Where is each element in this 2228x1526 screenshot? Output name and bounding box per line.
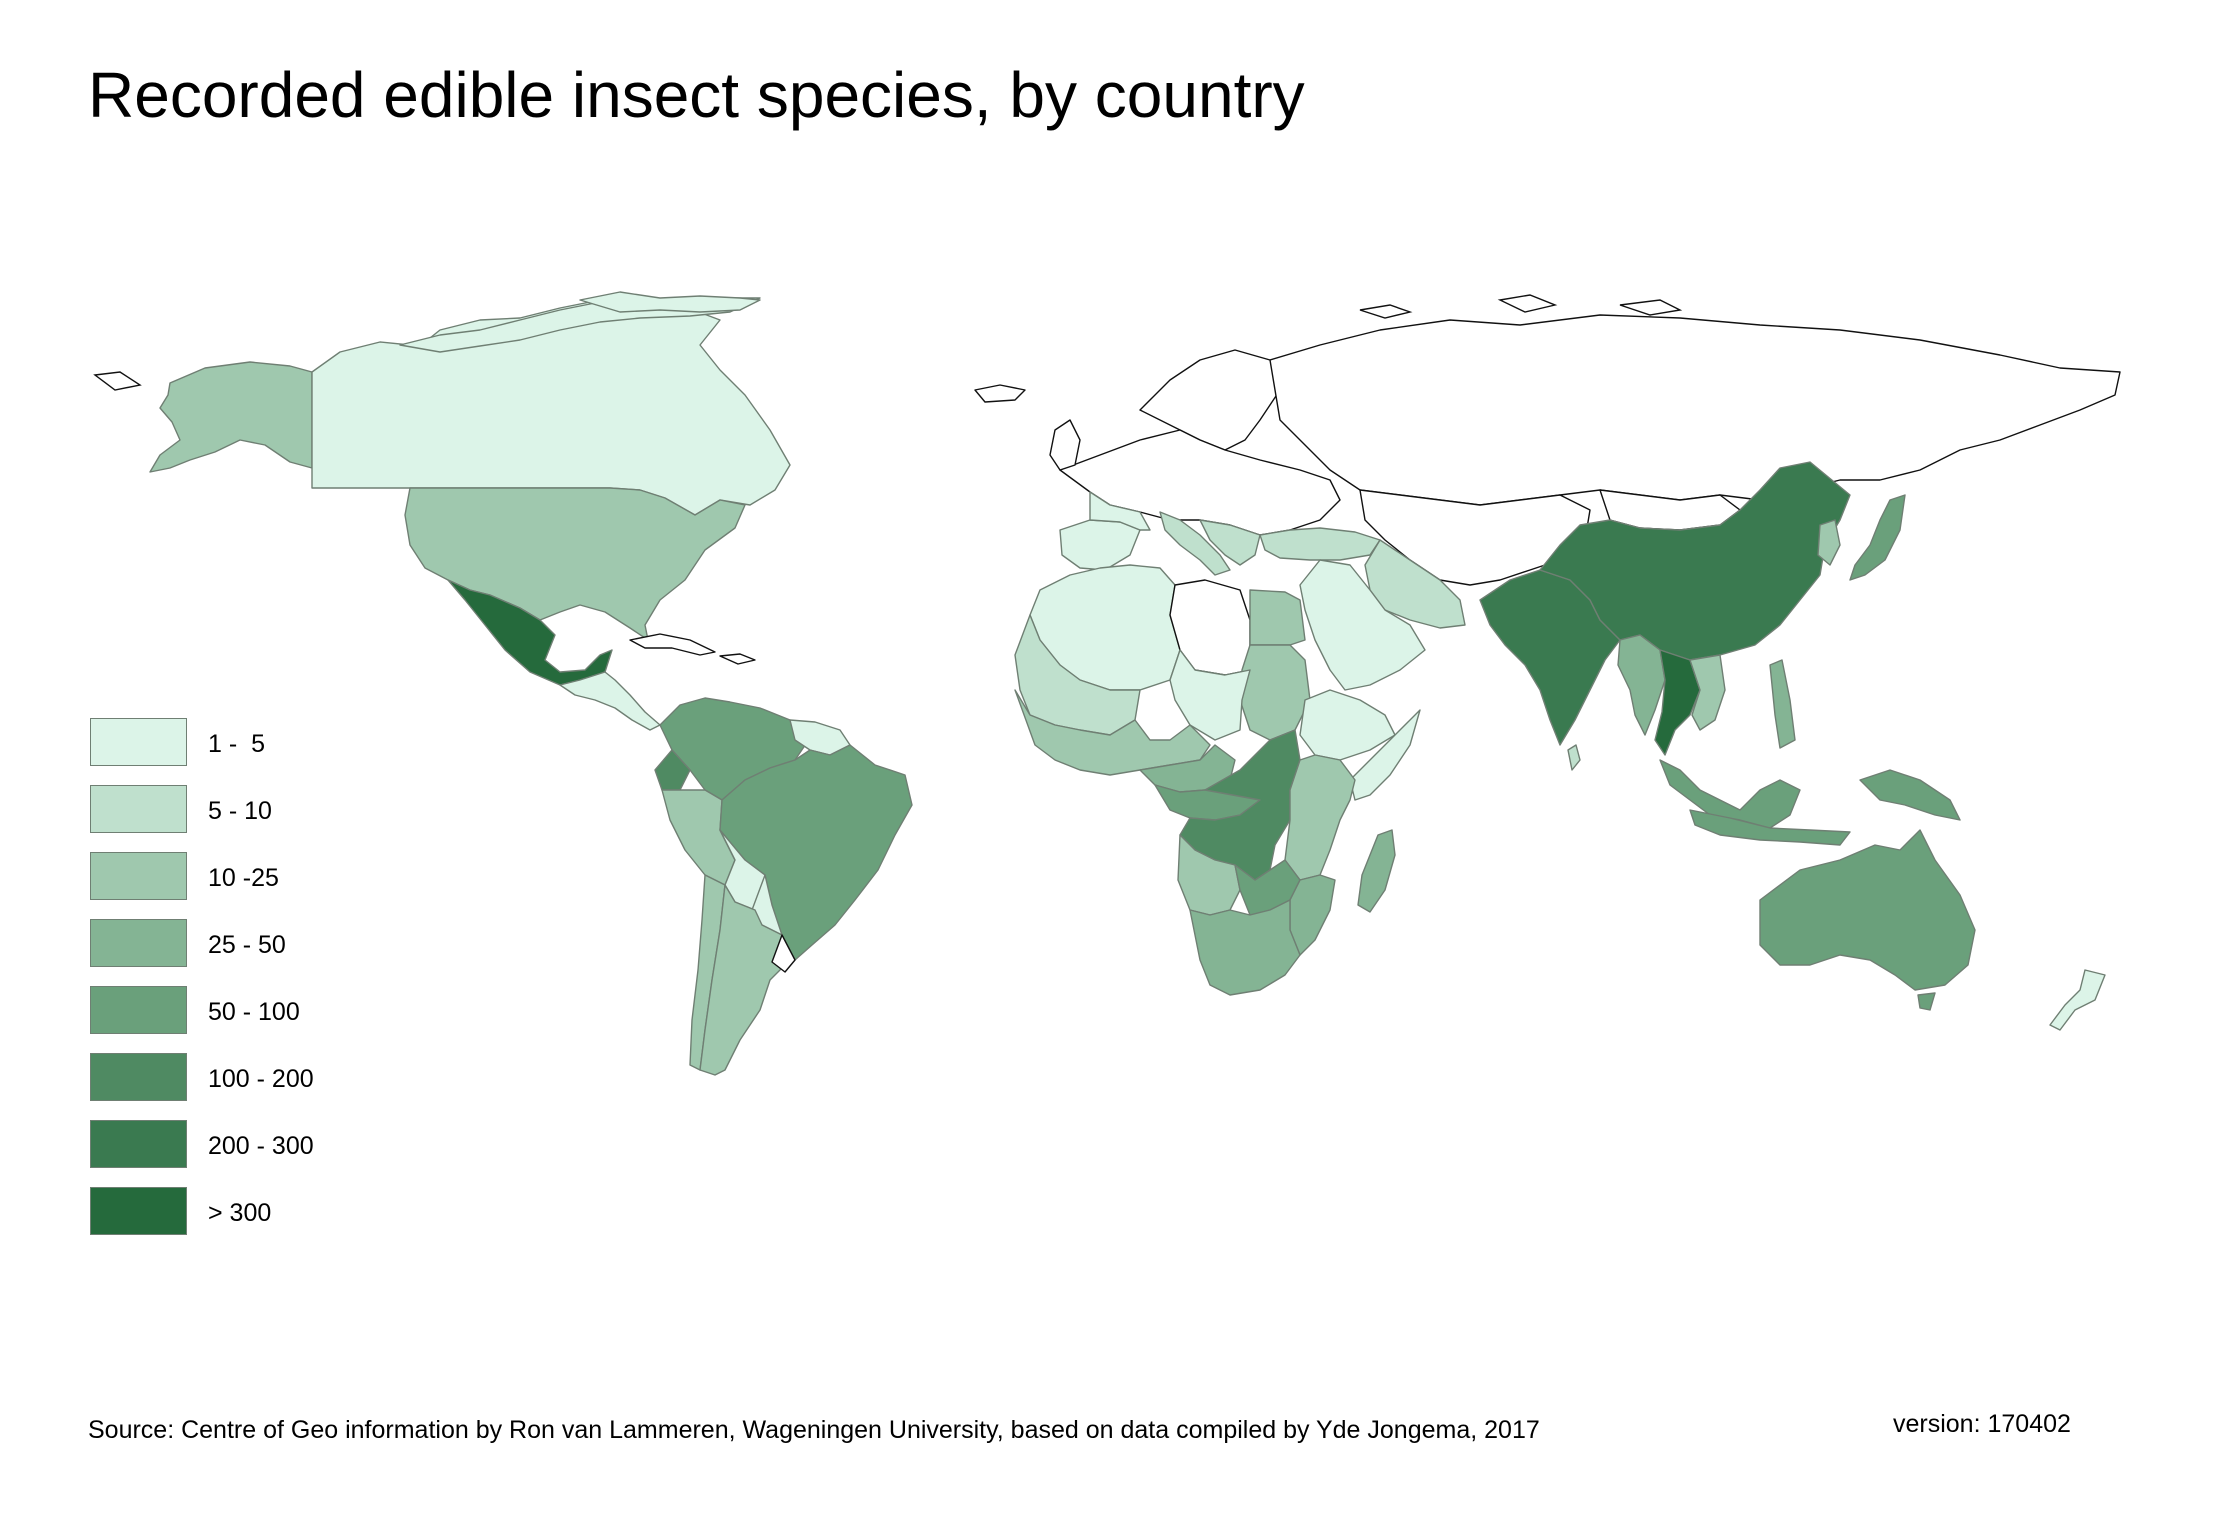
- region-france: [1089, 491, 1151, 531]
- region-europe: [1059, 429, 1341, 536]
- region-egypt: [1249, 589, 1306, 646]
- legend-label: 50 - 100: [208, 998, 300, 1026]
- region-japan: [1849, 494, 1906, 581]
- region-chad-niger: [1169, 649, 1251, 741]
- region-novaya-zemlya: [1497, 294, 1558, 313]
- legend-swatch: [90, 718, 187, 766]
- region-mozambique: [1289, 874, 1336, 956]
- legend-item: > 300: [88, 1187, 348, 1239]
- legend-item: 100 - 200: [88, 1053, 348, 1105]
- region-balkans: [1199, 519, 1261, 566]
- legend-item: 5 - 10: [88, 785, 348, 837]
- region-east-africa: [1284, 754, 1356, 881]
- region-myanmar: [1617, 634, 1666, 736]
- legend-swatch: [90, 1187, 187, 1235]
- region-sudan: [1239, 644, 1311, 741]
- legend-swatch: [90, 986, 187, 1034]
- legend-item: 1 - 5: [88, 718, 348, 770]
- legend-label: 100 - 200: [208, 1065, 314, 1093]
- legend-swatch: [90, 1053, 187, 1101]
- region-madagascar: [1357, 829, 1396, 913]
- version-label: version: 170402: [1893, 1410, 2071, 1438]
- region-indonesia-islands: [1689, 809, 1851, 846]
- region-argentina: [699, 884, 791, 1076]
- legend-swatch: [90, 852, 187, 900]
- legend-label: 25 - 50: [208, 931, 286, 959]
- region-uk: [1049, 419, 1081, 471]
- region-hispaniola: [719, 653, 756, 665]
- region-angola: [1177, 834, 1241, 916]
- region-new-zealand: [2049, 969, 2106, 1031]
- region-mexico: [447, 579, 613, 686]
- region-russia: [1269, 314, 2121, 506]
- region-philippines: [1769, 659, 1796, 749]
- region-tasmania: [1917, 992, 1936, 1011]
- region-alaska: [149, 361, 313, 473]
- region-svalbard: [1359, 304, 1413, 319]
- region-severnaya-zemlya: [1619, 299, 1683, 316]
- legend-label: 1 - 5: [208, 730, 265, 758]
- region-west-africa: [1014, 689, 1211, 776]
- region-sri-lanka: [1567, 744, 1581, 771]
- legend-label: 10 -25: [208, 864, 279, 892]
- region-arabia: [1299, 559, 1426, 691]
- region-iran: [1364, 539, 1466, 629]
- region-somalia: [1349, 709, 1421, 801]
- legend-swatch: [90, 785, 187, 833]
- legend-label: 5 - 10: [208, 797, 272, 825]
- map-title: Recorded edible insect species, by count…: [88, 59, 1305, 131]
- legend-item: 10 -25: [88, 852, 348, 904]
- legend-item: 25 - 50: [88, 919, 348, 971]
- legend-label: > 300: [208, 1199, 272, 1227]
- region-australia: [1759, 829, 1976, 991]
- source-note: Source: Centre of Geo information by Ron…: [88, 1416, 1540, 1444]
- legend-swatch: [90, 1120, 187, 1168]
- region-ecuador: [654, 749, 691, 791]
- region-greenland-edge: [579, 291, 761, 313]
- region-central-america: [559, 671, 661, 731]
- region-vietnam: [1689, 654, 1726, 731]
- region-chukotka: [93, 371, 142, 391]
- region-canada-islands: [399, 297, 761, 353]
- region-korea: [1817, 519, 1841, 566]
- region-new-guinea: [1859, 769, 1961, 821]
- region-iceland: [974, 384, 1026, 403]
- legend-item: 200 - 300: [88, 1120, 348, 1172]
- legend-item: 50 - 100: [88, 986, 348, 1038]
- region-iberia: [1059, 519, 1141, 571]
- legend-label: 200 - 300: [208, 1132, 314, 1160]
- region-turkey: [1259, 527, 1381, 561]
- region-uruguay: [771, 934, 796, 973]
- region-ethiopia: [1299, 689, 1396, 761]
- region-italy: [1159, 511, 1231, 576]
- region-malaysia-indonesia: [1659, 759, 1801, 829]
- region-cuba: [629, 633, 716, 656]
- legend-swatch: [90, 919, 187, 967]
- region-southern-africa: [1189, 899, 1301, 996]
